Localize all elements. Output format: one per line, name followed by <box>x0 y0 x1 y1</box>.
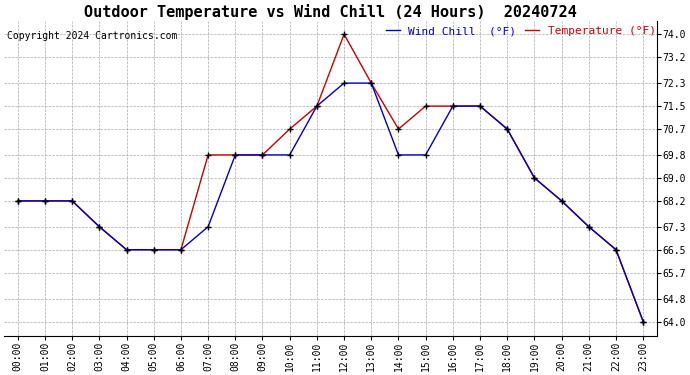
Text: Copyright 2024 Cartronics.com: Copyright 2024 Cartronics.com <box>8 31 178 41</box>
Legend: Wind Chill  (°F), Temperature (°F): Wind Chill (°F), Temperature (°F) <box>384 24 658 38</box>
Title: Outdoor Temperature vs Wind Chill (24 Hours)  20240724: Outdoor Temperature vs Wind Chill (24 Ho… <box>84 4 577 20</box>
